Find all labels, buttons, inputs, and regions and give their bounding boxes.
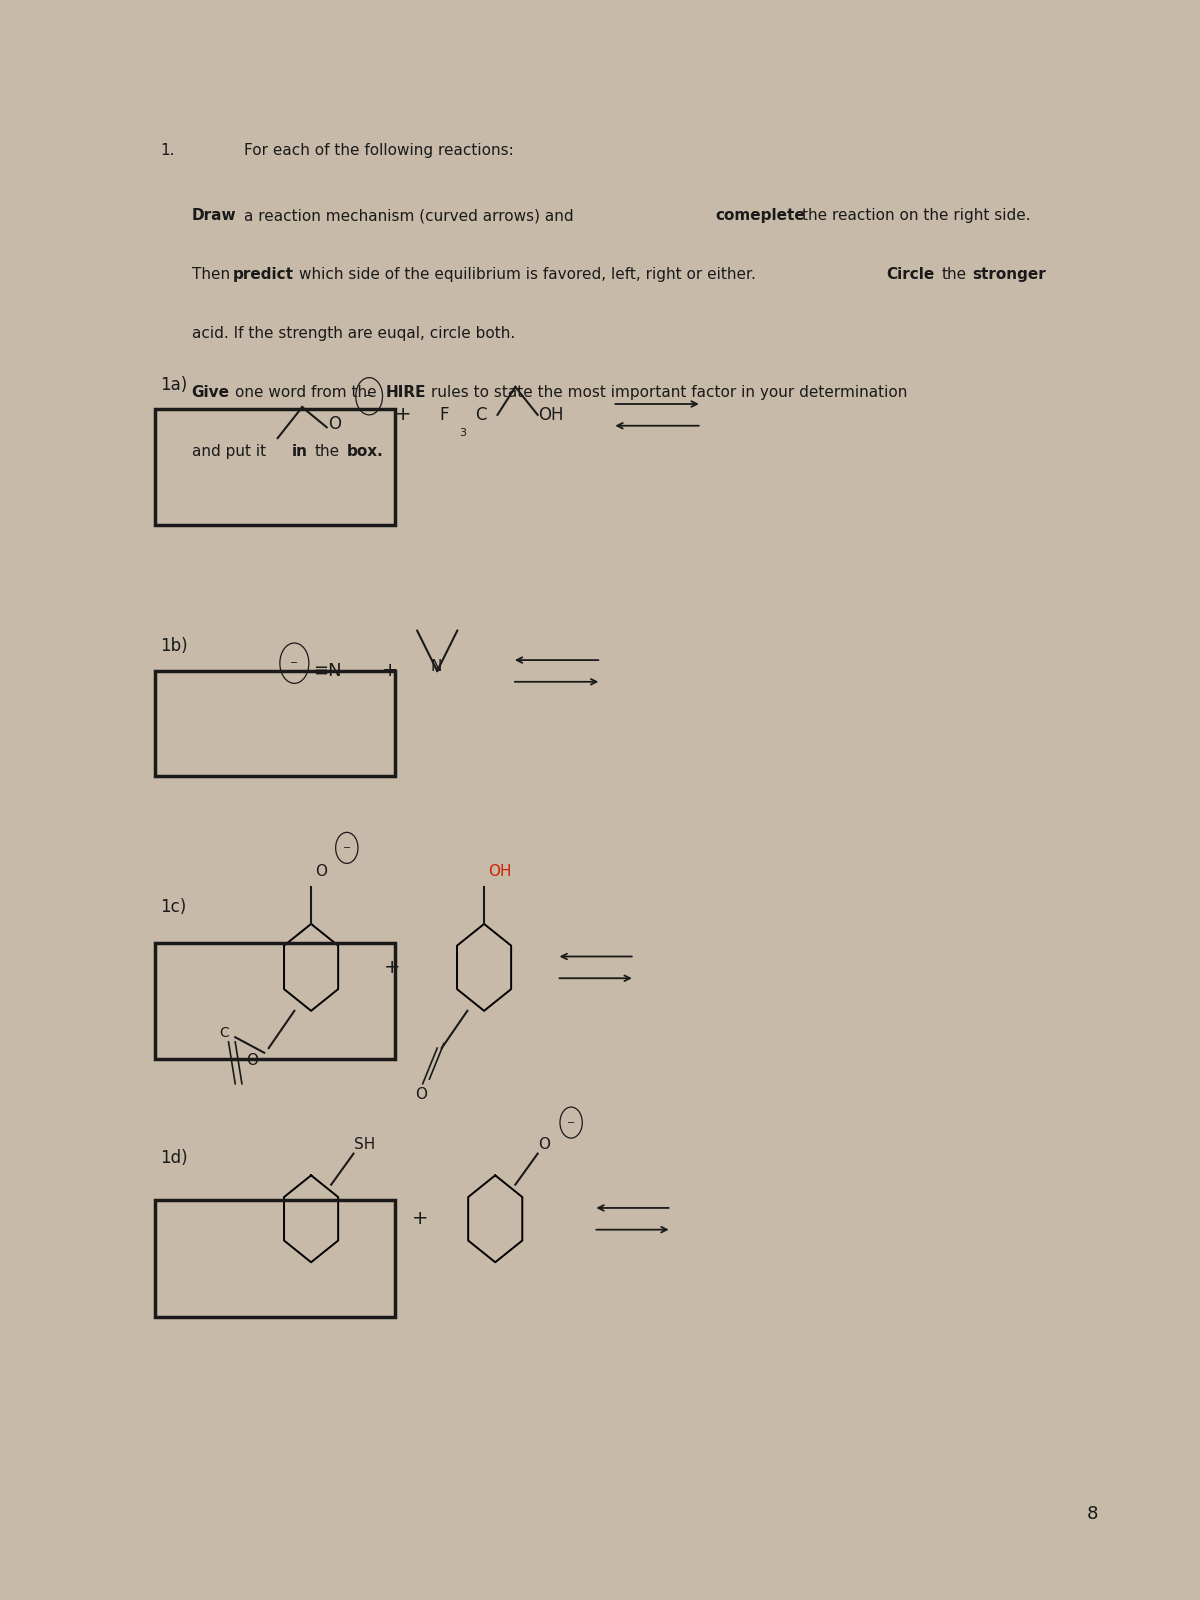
Text: 1d): 1d)	[161, 1149, 188, 1166]
Text: +: +	[382, 661, 398, 680]
Text: OH: OH	[488, 864, 512, 878]
Text: −: −	[290, 658, 299, 669]
Text: OH: OH	[538, 406, 563, 424]
Text: −: −	[343, 843, 350, 853]
Text: the reaction on the right side.: the reaction on the right side.	[802, 208, 1031, 224]
Text: C: C	[220, 1026, 229, 1040]
Text: 8: 8	[1086, 1504, 1098, 1523]
Text: 1c): 1c)	[161, 898, 187, 915]
Text: Circle: Circle	[886, 267, 934, 283]
Text: Draw: Draw	[192, 208, 236, 224]
Text: acid. If the strength are euqal, circle both.: acid. If the strength are euqal, circle …	[192, 326, 515, 341]
Text: N: N	[431, 659, 442, 674]
Text: a reaction mechanism (curved arrows) and: a reaction mechanism (curved arrows) and	[244, 208, 574, 224]
Text: the: the	[314, 445, 340, 459]
Text: −: −	[568, 1117, 575, 1128]
Text: the: the	[942, 267, 967, 283]
Text: in: in	[292, 445, 308, 459]
Text: +: +	[395, 405, 412, 424]
Text: +: +	[412, 1210, 428, 1229]
Text: stronger: stronger	[972, 267, 1045, 283]
Text: +: +	[384, 958, 400, 978]
Text: ≡N: ≡N	[313, 662, 342, 680]
Text: O: O	[246, 1053, 258, 1067]
Text: F: F	[439, 406, 449, 424]
Text: O: O	[538, 1138, 550, 1152]
Text: −: −	[365, 392, 373, 402]
Text: C: C	[475, 406, 487, 424]
Text: 3: 3	[460, 429, 467, 438]
Text: SH: SH	[354, 1138, 374, 1152]
Text: O: O	[328, 414, 341, 434]
Text: box.: box.	[347, 445, 384, 459]
Text: 1b): 1b)	[161, 637, 188, 654]
Text: one word from the: one word from the	[235, 386, 377, 400]
Text: predict: predict	[233, 267, 294, 283]
Text: 1.: 1.	[161, 144, 175, 158]
Text: Give: Give	[192, 386, 229, 400]
Text: HIRE: HIRE	[386, 386, 426, 400]
Text: O: O	[415, 1086, 427, 1102]
Text: which side of the equilibrium is favored, left, right or either.: which side of the equilibrium is favored…	[299, 267, 756, 283]
Text: O: O	[316, 864, 328, 878]
Text: comeplete: comeplete	[715, 208, 805, 224]
Text: Then: Then	[192, 267, 230, 283]
Text: 1a): 1a)	[161, 376, 187, 394]
Text: rules to state the most important factor in your determination: rules to state the most important factor…	[431, 386, 907, 400]
Text: and put it: and put it	[192, 445, 266, 459]
Text: For each of the following reactions:: For each of the following reactions:	[244, 144, 514, 158]
